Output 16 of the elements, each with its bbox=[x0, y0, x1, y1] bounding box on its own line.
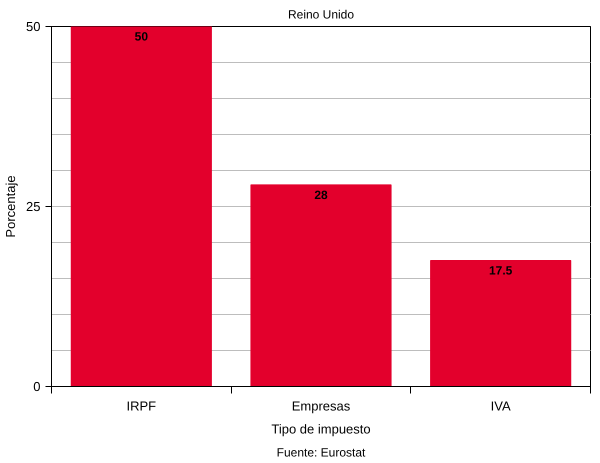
x-tick-label: IRPF bbox=[126, 398, 156, 414]
y-tick-label: 25 bbox=[26, 199, 41, 214]
x-axis-title: Tipo de impuesto bbox=[271, 422, 371, 436]
data-label: 28 bbox=[314, 188, 328, 202]
bar bbox=[70, 26, 212, 386]
x-tick-label: Empresas bbox=[292, 398, 351, 414]
y-axis-title: Porcentaje bbox=[3, 175, 18, 238]
bar bbox=[430, 260, 572, 386]
chart-title: Reino Unido bbox=[288, 8, 354, 22]
x-tick-label: IVA bbox=[490, 398, 511, 414]
source-note: Fuente: Eurostat bbox=[276, 446, 366, 460]
y-tick-label: 50 bbox=[26, 19, 41, 34]
bar bbox=[250, 184, 392, 386]
data-label: 17.5 bbox=[488, 264, 513, 278]
data-label: 50 bbox=[134, 30, 148, 44]
y-tick-label: 0 bbox=[33, 379, 41, 394]
